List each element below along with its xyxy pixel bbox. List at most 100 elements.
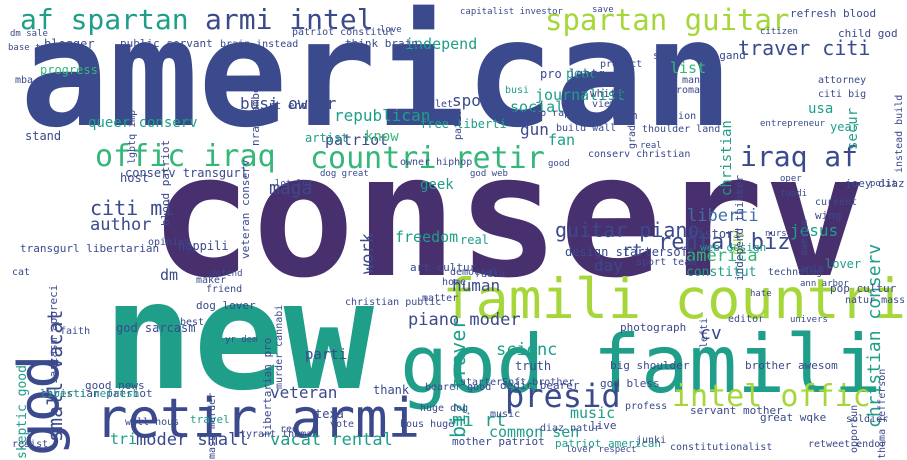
word: mass murder bbox=[207, 392, 218, 459]
word: owner hiphop bbox=[400, 157, 473, 168]
word: public servant bbox=[120, 37, 213, 50]
word: junki bbox=[636, 435, 667, 446]
word: list bbox=[670, 59, 707, 77]
word: independ thinker bbox=[733, 175, 746, 281]
word: photograph bbox=[620, 321, 687, 334]
word: vote bbox=[330, 419, 355, 430]
word: home bbox=[442, 277, 467, 288]
word: hous huge bbox=[400, 419, 455, 430]
word: art cultur bbox=[410, 261, 477, 274]
word: matter bbox=[422, 293, 459, 304]
word: wall hous bbox=[125, 417, 180, 428]
word: hiphop rap bbox=[510, 108, 571, 119]
word: nurs bbox=[765, 229, 787, 239]
word: gun bbox=[520, 120, 549, 139]
word: host bbox=[120, 171, 149, 185]
word: moder small bbox=[136, 430, 249, 450]
word: faith bbox=[60, 326, 91, 337]
word: retweet endor bbox=[808, 439, 887, 450]
word: traver citi bbox=[738, 36, 871, 60]
word: soldier bbox=[846, 414, 889, 425]
word: god sarcasm bbox=[116, 321, 196, 335]
word: dog lover bbox=[196, 299, 256, 312]
word: anim bbox=[800, 264, 825, 275]
word: progress bbox=[40, 63, 98, 77]
word: child god bbox=[838, 27, 898, 40]
word: mi rt bbox=[452, 410, 507, 431]
word: freedom bbox=[395, 228, 459, 246]
word: busi bbox=[505, 85, 530, 96]
word: liberti refresh bbox=[40, 387, 140, 400]
word: base ture bbox=[8, 43, 57, 53]
word: brother awesom bbox=[745, 359, 838, 372]
word: transgurl libertarian bbox=[20, 242, 160, 255]
word: work bbox=[358, 233, 378, 274]
word: republican bbox=[334, 106, 431, 125]
word: sarcasm appreci bbox=[47, 284, 60, 384]
word: servant mother bbox=[690, 404, 783, 417]
word: roman bbox=[676, 85, 707, 96]
word: social bbox=[510, 98, 565, 116]
word: yr dem bbox=[225, 335, 258, 345]
word: rental biz bbox=[658, 230, 791, 255]
word: pativ bbox=[453, 109, 464, 140]
word: truth bbox=[515, 359, 552, 373]
word: protect bbox=[600, 59, 643, 70]
word: live bbox=[590, 419, 617, 432]
word: grad bbox=[627, 124, 638, 149]
word: person bbox=[598, 109, 638, 122]
word: natur mass bbox=[845, 295, 906, 306]
word: ann arbor bbox=[800, 279, 849, 289]
word: real bbox=[640, 141, 662, 151]
word: wing bbox=[815, 209, 842, 222]
word: white bbox=[590, 87, 624, 100]
word: sport team bbox=[636, 257, 697, 268]
word: build wall bbox=[556, 123, 617, 134]
word: cat bbox=[12, 267, 31, 278]
word: polit bbox=[870, 179, 898, 189]
word: editor bbox=[728, 314, 765, 325]
word: design startersoft bbox=[565, 245, 696, 259]
word: opinion bbox=[148, 237, 191, 248]
word: conserv bbox=[150, 118, 867, 316]
word: lefti bbox=[699, 317, 710, 348]
word: brain instead bbox=[220, 39, 299, 50]
word: independ bbox=[405, 35, 478, 53]
word: murder cannabi bbox=[274, 304, 285, 389]
word: technolog bbox=[768, 267, 823, 278]
word: refresh blood bbox=[790, 7, 877, 20]
word: conserv transgurl bbox=[125, 166, 248, 180]
word: love bbox=[380, 25, 402, 35]
word: af spartan bbox=[20, 3, 189, 36]
word: god bless bbox=[600, 377, 660, 390]
word: instead build bbox=[894, 94, 905, 173]
word: armi intel bbox=[205, 3, 374, 36]
word: pop cultur bbox=[830, 282, 897, 295]
word: starterSoft brother bbox=[460, 377, 575, 388]
word: bearer good bbox=[425, 382, 492, 393]
word: dm sale bbox=[10, 29, 48, 39]
word: presid bbox=[505, 377, 621, 415]
word: artist bbox=[305, 131, 349, 145]
word: iraq af bbox=[740, 140, 859, 173]
word: thoulder land bbox=[642, 124, 721, 135]
word: let bbox=[435, 99, 454, 110]
word: radio bbox=[475, 269, 506, 280]
word: dm bbox=[160, 266, 179, 284]
word: constitutionalist bbox=[670, 442, 773, 453]
word: red bbox=[280, 424, 299, 435]
word: rt endor bbox=[268, 99, 321, 112]
word: mba degr bbox=[15, 75, 64, 86]
word: think brain bbox=[345, 37, 418, 50]
word: current bbox=[815, 197, 858, 208]
word: intel offic bbox=[672, 379, 871, 414]
word: stand bbox=[25, 129, 62, 143]
word: citi mi bbox=[90, 196, 175, 220]
word: citizen bbox=[760, 27, 798, 37]
word: america bbox=[686, 246, 758, 266]
word: best bbox=[180, 317, 205, 328]
word: happili bbox=[178, 239, 229, 253]
word: tri bbox=[110, 430, 138, 448]
word: patriot bbox=[325, 131, 389, 149]
word: blood patriot bbox=[159, 139, 172, 226]
